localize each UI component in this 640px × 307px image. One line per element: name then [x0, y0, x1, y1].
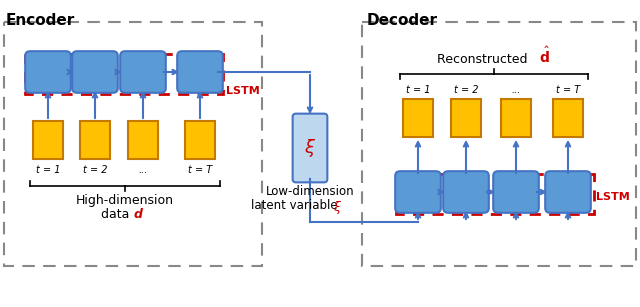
FancyBboxPatch shape [72, 51, 118, 93]
Text: $\xi$: $\xi$ [333, 199, 342, 216]
Bar [451, 99, 481, 137]
Text: t = T: t = T [188, 165, 212, 175]
Bar [396, 174, 594, 214]
Text: ...: ... [138, 165, 148, 175]
FancyBboxPatch shape [396, 171, 441, 213]
FancyBboxPatch shape [493, 171, 539, 213]
Text: Low-dimension: Low-dimension [266, 185, 355, 198]
Bar [25, 54, 223, 94]
Bar [362, 22, 636, 266]
FancyBboxPatch shape [292, 114, 328, 182]
Bar [403, 99, 433, 137]
FancyBboxPatch shape [443, 171, 489, 213]
Text: $\hat{\mathbf{d}}$: $\hat{\mathbf{d}}$ [539, 46, 549, 66]
Text: t = 2: t = 2 [454, 85, 478, 95]
Bar [33, 121, 63, 159]
FancyBboxPatch shape [120, 51, 166, 93]
Bar [185, 121, 215, 159]
Text: Reconstructed: Reconstructed [436, 53, 531, 66]
Text: data: data [101, 208, 133, 221]
Text: t = T: t = T [556, 85, 580, 95]
Bar [501, 99, 531, 137]
FancyBboxPatch shape [25, 51, 71, 93]
Text: ...: ... [511, 85, 521, 95]
Text: d: d [134, 208, 143, 221]
Text: Encoder: Encoder [6, 13, 76, 28]
Text: Decoder: Decoder [367, 13, 438, 28]
Bar [553, 99, 583, 137]
Text: latent variable: latent variable [251, 199, 341, 212]
Text: LSTM: LSTM [226, 86, 260, 96]
FancyBboxPatch shape [177, 51, 223, 93]
Text: t = 2: t = 2 [83, 165, 108, 175]
Bar [80, 121, 110, 159]
FancyBboxPatch shape [545, 171, 591, 213]
Text: t = 1: t = 1 [406, 85, 430, 95]
Text: LSTM: LSTM [596, 192, 630, 202]
Text: High-dimension: High-dimension [76, 194, 174, 207]
Bar [4, 22, 262, 266]
Text: t = 1: t = 1 [36, 165, 60, 175]
Text: $\xi$: $\xi$ [304, 137, 316, 159]
Bar [128, 121, 158, 159]
